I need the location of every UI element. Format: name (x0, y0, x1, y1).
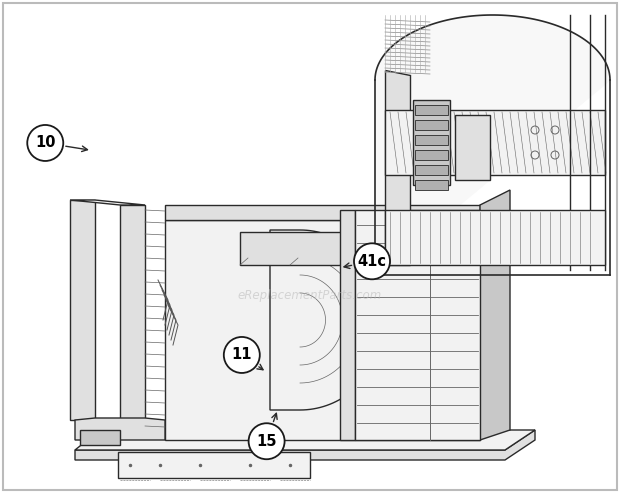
Text: 15: 15 (256, 434, 277, 449)
Circle shape (354, 243, 390, 280)
Circle shape (224, 337, 260, 373)
Polygon shape (80, 430, 120, 445)
Text: eReplacementParts.com: eReplacementParts.com (238, 288, 382, 302)
Polygon shape (75, 430, 535, 450)
Polygon shape (340, 210, 355, 440)
Polygon shape (415, 180, 448, 190)
Polygon shape (355, 210, 480, 440)
Polygon shape (75, 418, 165, 440)
Circle shape (249, 423, 285, 459)
Text: 11: 11 (231, 348, 252, 362)
Polygon shape (415, 120, 448, 130)
Polygon shape (118, 452, 310, 478)
Polygon shape (165, 205, 480, 220)
Polygon shape (120, 205, 145, 435)
Polygon shape (480, 190, 510, 440)
Text: 10: 10 (35, 136, 56, 150)
Polygon shape (240, 232, 360, 265)
Polygon shape (75, 430, 535, 460)
Text: 41c: 41c (358, 254, 386, 269)
Polygon shape (455, 115, 490, 180)
Polygon shape (385, 210, 605, 265)
Polygon shape (385, 70, 410, 265)
Polygon shape (70, 200, 145, 205)
Circle shape (27, 125, 63, 161)
Polygon shape (415, 165, 448, 175)
Polygon shape (165, 220, 480, 440)
Polygon shape (413, 100, 450, 185)
Polygon shape (415, 135, 448, 145)
Polygon shape (375, 15, 610, 275)
Polygon shape (270, 230, 385, 410)
Polygon shape (385, 110, 605, 175)
Polygon shape (70, 200, 95, 420)
Polygon shape (415, 150, 448, 160)
Polygon shape (415, 105, 448, 115)
